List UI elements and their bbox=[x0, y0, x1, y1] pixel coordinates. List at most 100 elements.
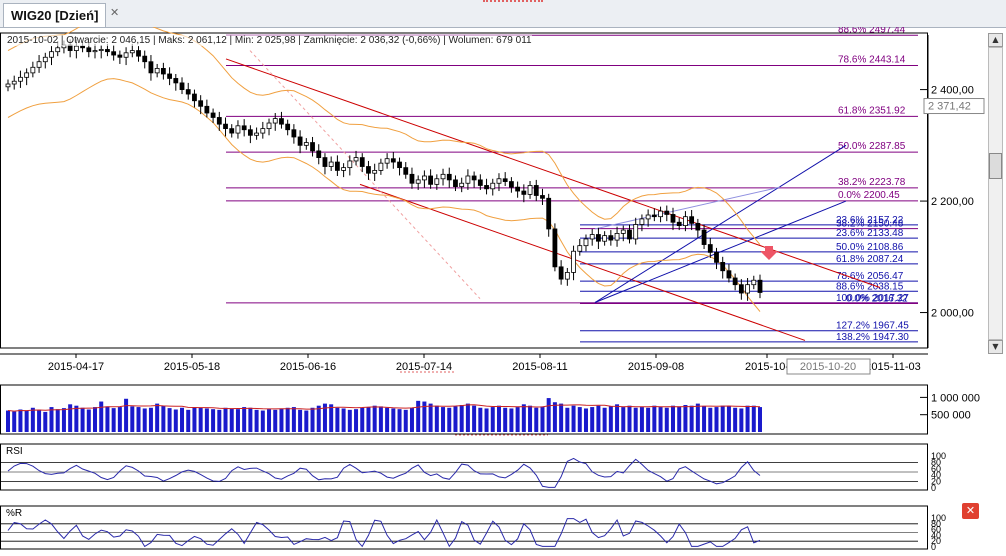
candle-body bbox=[160, 68, 166, 75]
chart-tab[interactable]: WIG20 [Dzień] bbox=[3, 3, 107, 27]
candle-body bbox=[571, 250, 576, 273]
volume-bar bbox=[416, 400, 421, 432]
volume-bar bbox=[291, 407, 296, 432]
volume-bar bbox=[695, 403, 700, 432]
volume-bar bbox=[329, 404, 334, 432]
volume-bar bbox=[229, 408, 234, 432]
ohlc-info-line: 2015-10-02 | Otwarcie: 2 046,15 | Maks: … bbox=[7, 35, 532, 46]
candle-body bbox=[303, 142, 309, 146]
fib-level-label: 100.0% 2017.27 bbox=[836, 293, 909, 304]
volume-bar bbox=[285, 407, 290, 432]
volume-bar bbox=[354, 409, 359, 432]
candle-body bbox=[521, 190, 527, 195]
candle-body bbox=[5, 83, 11, 88]
volume-bar bbox=[565, 407, 570, 432]
volume-bar bbox=[677, 406, 682, 432]
volume-bar bbox=[670, 405, 675, 432]
volume-tick-label: 500 000 bbox=[931, 410, 971, 422]
volume-bar bbox=[577, 407, 582, 432]
volume-bar bbox=[559, 403, 564, 432]
fib-level-label: 88.6% 2038.15 bbox=[836, 281, 904, 292]
volume-bar bbox=[310, 407, 315, 432]
volume-bar bbox=[708, 407, 713, 432]
volume-bar bbox=[304, 410, 309, 432]
candle-body bbox=[49, 51, 54, 58]
volume-bar bbox=[646, 407, 651, 432]
candle-body bbox=[247, 129, 253, 136]
candle-body bbox=[185, 89, 191, 95]
candle-body bbox=[446, 173, 452, 181]
candle-body bbox=[18, 76, 23, 82]
candle-body bbox=[453, 179, 458, 187]
candle-body bbox=[720, 261, 726, 272]
candle-body bbox=[689, 216, 695, 224]
tab-bar: WIG20 [Dzień] ✕ bbox=[0, 0, 1006, 28]
candle-body bbox=[316, 150, 322, 158]
candle-body bbox=[123, 52, 129, 58]
candle-body bbox=[384, 158, 390, 164]
candle-body bbox=[620, 229, 626, 234]
candle-body bbox=[254, 132, 259, 136]
candle-body bbox=[98, 49, 104, 51]
volume-bar bbox=[111, 408, 116, 432]
date-tick-label: 2015-05-18 bbox=[164, 361, 220, 373]
candle-body bbox=[223, 123, 228, 130]
fib-level-label: 61.8% 2087.24 bbox=[836, 254, 904, 265]
close-tab-icon[interactable]: ✕ bbox=[110, 6, 120, 19]
oscillator-tick-label: 60 bbox=[931, 464, 941, 474]
blue-channel-upper bbox=[594, 144, 847, 303]
candle-body bbox=[328, 161, 334, 167]
fib-level-label: 61.8% 2351.92 bbox=[838, 105, 906, 116]
volume-bar bbox=[658, 407, 663, 432]
volume-bar bbox=[335, 407, 340, 432]
fib-level-label: 50.0% 2287.85 bbox=[838, 141, 906, 152]
candle-body bbox=[272, 118, 278, 124]
price-scrollbar[interactable] bbox=[988, 47, 1003, 340]
volume-bar bbox=[683, 405, 688, 432]
candle-body bbox=[192, 93, 197, 102]
close-panel-icon[interactable]: ✕ bbox=[962, 503, 979, 519]
volume-bar bbox=[447, 407, 452, 432]
volume-bar bbox=[385, 407, 390, 432]
volume-bar bbox=[24, 410, 29, 432]
scrollbar-thumb[interactable] bbox=[989, 153, 1002, 179]
volume-bar bbox=[422, 401, 427, 432]
volume-bar bbox=[260, 410, 265, 432]
candle-body bbox=[55, 47, 61, 53]
volume-bar bbox=[515, 407, 520, 432]
candle-body bbox=[229, 128, 235, 134]
volume-bar bbox=[441, 407, 446, 432]
volume-bar bbox=[726, 406, 731, 432]
chart-canvas[interactable]: 2 400,00 2 200,00 2 000,00 2 371,42 88.6% 24… bbox=[0, 27, 1006, 556]
candle-body bbox=[515, 186, 521, 192]
scroll-down-button[interactable]: ▼ bbox=[988, 340, 1003, 354]
fib-level-label: 50.0% 2108.86 bbox=[836, 242, 904, 253]
volume-bar bbox=[652, 405, 657, 432]
candle-body bbox=[148, 61, 154, 74]
volume-bar bbox=[186, 409, 191, 432]
candle-body bbox=[204, 105, 210, 114]
candle-body bbox=[502, 178, 508, 182]
volume-ma-line bbox=[7, 404, 761, 412]
candle-body bbox=[154, 68, 160, 74]
candle-body bbox=[707, 244, 713, 253]
candle-body bbox=[92, 50, 98, 53]
oscillator-tick-label: 100 bbox=[931, 513, 946, 523]
candle-body bbox=[235, 125, 241, 134]
candle-body bbox=[403, 167, 409, 175]
oscillator-tick-label: 80 bbox=[931, 519, 941, 529]
fib-level-label: 78.6% 2056.47 bbox=[836, 271, 904, 282]
candle-body bbox=[117, 54, 123, 58]
oscillator-line bbox=[7, 457, 761, 488]
fib-level-label: 88.6% 2497.44 bbox=[838, 27, 906, 35]
fib-level-label: 0.0% 2200.45 bbox=[838, 190, 900, 201]
scroll-up-button[interactable]: ▲ bbox=[988, 33, 1003, 47]
candle-body bbox=[341, 167, 347, 171]
volume-bar bbox=[161, 405, 166, 432]
volume-bar bbox=[590, 407, 595, 432]
candle-body bbox=[583, 238, 589, 247]
down-arrow-icon bbox=[760, 246, 778, 260]
volume-bar bbox=[733, 407, 738, 432]
volume-bar bbox=[428, 403, 433, 432]
oscillator-tick-label: 20 bbox=[931, 536, 941, 546]
